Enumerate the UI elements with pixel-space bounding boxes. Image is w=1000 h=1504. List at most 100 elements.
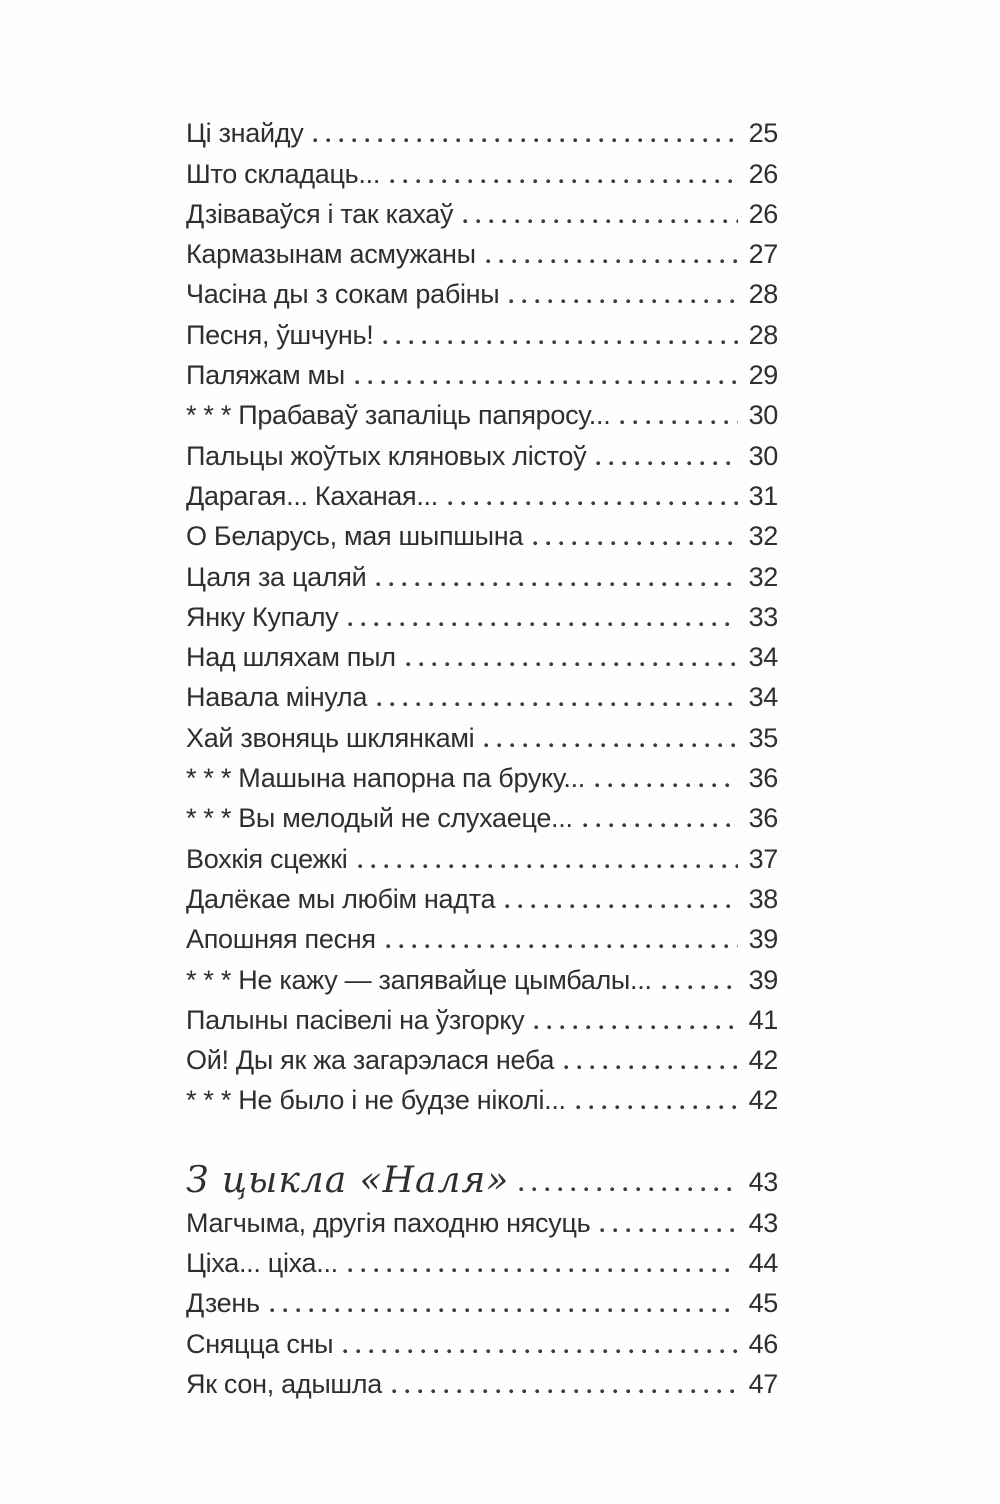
dot-leader: [485, 259, 738, 265]
dot-leader: [405, 662, 738, 668]
dot-leader: [377, 702, 738, 708]
table-of-contents: Ці знайду 25 Што складаць... 26 Дзіваваў…: [186, 112, 778, 1403]
toc-entry: Што складаць... 26: [186, 152, 778, 192]
toc-entry-page: 37: [748, 843, 779, 874]
dot-leader: [447, 500, 738, 506]
dot-leader: [594, 783, 738, 789]
toc-entry: Навала мінула 34: [186, 676, 778, 716]
toc-entry: * * * Не было і не будзе ніколі... 42: [186, 1079, 778, 1119]
toc-entry: Далёкае мы любім надта 38: [186, 878, 778, 918]
toc-entry-page: 26: [748, 158, 779, 189]
toc-entry-title: * * * Не было і не будзе ніколі...: [186, 1085, 566, 1116]
dot-leader: [582, 823, 738, 829]
toc-entry: Дарагая... Каханая... 31: [186, 475, 778, 515]
toc-entry-title: Апошняя песня: [186, 924, 376, 955]
dot-leader: [385, 944, 738, 950]
dot-leader: [575, 1105, 738, 1111]
toc-entry-title: Ці знайду: [186, 118, 304, 149]
dot-leader: [357, 863, 738, 869]
toc-entry-page: 28: [748, 279, 779, 310]
toc-entry-page: 38: [748, 883, 779, 914]
toc-entry-page: 42: [748, 1045, 779, 1076]
dot-leader: [463, 218, 738, 224]
toc-entry-page: 31: [748, 480, 779, 511]
toc-entry-page: 39: [748, 924, 779, 955]
toc-entry-page: 26: [748, 198, 779, 229]
toc-entry-page: 46: [748, 1328, 779, 1359]
toc-entry: Ці знайду 25: [186, 112, 778, 152]
dot-leader: [620, 420, 738, 426]
toc-entry-page: 32: [748, 561, 779, 592]
toc-entry-title: Кармазынам асмужаны: [186, 239, 476, 270]
toc-entry-title: Над шляхам пыл: [186, 642, 396, 673]
toc-entry-page: 45: [748, 1288, 779, 1319]
toc-entry-title: Хай звоняць шклянкамі: [186, 722, 475, 753]
dot-leader: [600, 1227, 738, 1233]
toc-entry-title: Дарагая... Каханая...: [186, 480, 438, 511]
toc-entry-page: 43: [748, 1207, 779, 1238]
toc-entry-title: Песня, ўшчунь!: [186, 319, 374, 350]
dot-leader: [390, 178, 738, 184]
toc-entry: * * * Не кажу — запявайце цымбалы... 39: [186, 958, 778, 998]
toc-entry-title: Дзіваваўся і так кахаў: [186, 198, 454, 229]
toc-entry-title: Сняцца сны: [186, 1328, 334, 1359]
toc-entry: Часіна ды з сокам рабіны 28: [186, 273, 778, 313]
toc-entry-page: 39: [748, 964, 779, 995]
toc-entry-page: 44: [748, 1248, 779, 1279]
toc-entry: Дзіваваўся і так кахаў 26: [186, 193, 778, 233]
toc-entry: Як сон, адышла 47: [186, 1363, 778, 1403]
dot-leader: [661, 984, 738, 990]
dot-leader: [505, 903, 738, 909]
dot-leader: [509, 299, 738, 305]
dot-leader: [519, 1187, 738, 1193]
toc-entry-page: 35: [748, 722, 779, 753]
toc-entry-page: 36: [748, 763, 779, 794]
toc-entry-title: Пальцы жоўтых кляновых лістоў: [186, 440, 587, 471]
toc-entry: Над шляхам пыл 34: [186, 636, 778, 676]
toc-entry-page: 33: [748, 601, 779, 632]
toc-entry: Магчыма, другія паходню нясуць 43: [186, 1201, 778, 1241]
toc-entry-page: 28: [748, 319, 779, 350]
toc-entry-title: Ціха... ціха...: [186, 1248, 338, 1279]
toc-entry-page: 29: [748, 360, 779, 391]
toc-entry-title: Магчыма, другія паходню нясуць: [186, 1207, 591, 1238]
dot-leader: [534, 1024, 738, 1030]
toc-entry-page: 41: [748, 1004, 779, 1035]
toc-entry-page: 27: [748, 239, 779, 270]
dot-leader: [533, 541, 738, 547]
toc-entry-title: Далёкае мы любім надта: [186, 883, 496, 914]
toc-entry-title: О Беларусь, мая шыпшына: [186, 521, 524, 552]
toc-entry-page: 42: [748, 1085, 779, 1116]
dot-leader: [484, 742, 738, 748]
toc-entry-title: Дзень: [186, 1288, 260, 1319]
toc-entry: Хай звоняць шклянкамі 35: [186, 716, 778, 756]
toc-entry: Апошняя песня 39: [186, 918, 778, 958]
toc-entry-title: * * * Вы мелодый не слухаеце...: [186, 803, 573, 834]
toc-entry-title: Ой! Ды як жа загарэлася неба: [186, 1045, 555, 1076]
dot-leader: [348, 621, 738, 627]
toc-entry: Паляжам мы 29: [186, 354, 778, 394]
toc-entry: * * * Прабаваў запаліць папяросу... 30: [186, 394, 778, 434]
toc-entry-title: Паляжам мы: [186, 360, 345, 391]
toc-entry: Песня, ўшчунь! 28: [186, 313, 778, 353]
toc-entry-page: 47: [748, 1368, 779, 1399]
toc-entry-page: 30: [748, 400, 779, 431]
toc-entry-title: * * * Машына напорна па бруку...: [186, 763, 585, 794]
toc-entry: Кармазынам асмужаны 27: [186, 233, 778, 273]
toc-entry-page: 25: [748, 118, 779, 149]
dot-leader: [376, 581, 738, 587]
toc-entry-title: * * * Не кажу — запявайце цымбалы...: [186, 964, 652, 995]
dot-leader: [347, 1268, 738, 1274]
toc-section-heading: З цыкла «Наля» 43: [186, 1119, 778, 1201]
toc-entry-title: Палыны пасівелі на ўзгорку: [186, 1004, 525, 1035]
toc-entry-title: Як сон, адышла: [186, 1368, 382, 1399]
toc-entry: Палыны пасівелі на ўзгорку 41: [186, 999, 778, 1039]
toc-entry: Вохкія сцежкі 37: [186, 837, 778, 877]
dot-leader: [313, 138, 738, 144]
toc-entry-title: Янку Купалу: [186, 601, 339, 632]
toc-entry-page: 34: [748, 642, 779, 673]
toc-entry-page: 36: [748, 803, 779, 834]
toc-entry-page: 34: [748, 682, 779, 713]
toc-entry: О Беларусь, мая шыпшына 32: [186, 515, 778, 555]
